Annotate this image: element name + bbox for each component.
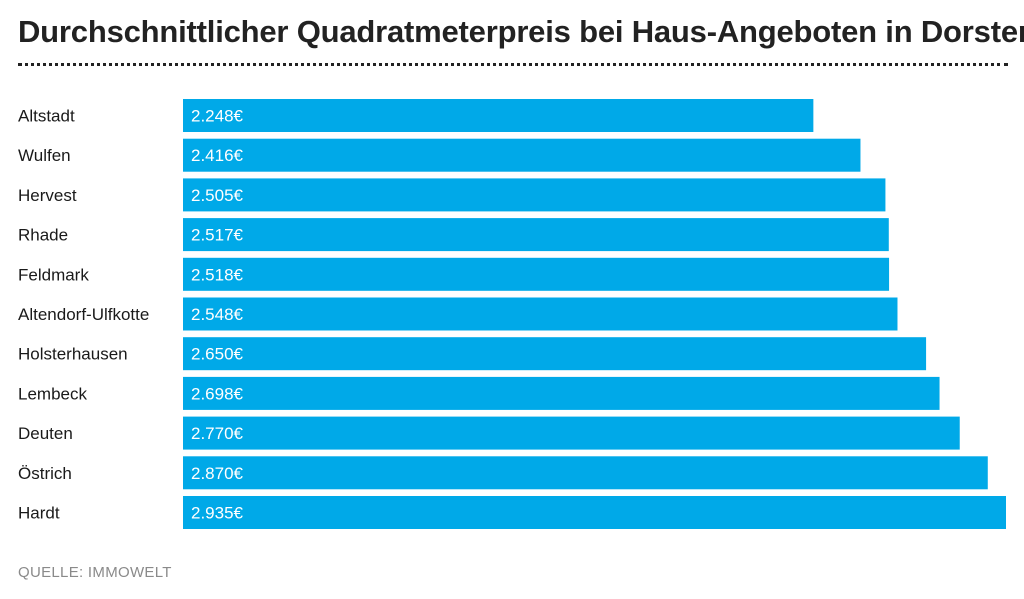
category-label: Wulfen	[18, 146, 71, 165]
source-note: QUELLE: IMMOWELT	[18, 564, 172, 581]
bar	[183, 496, 1006, 529]
bar	[183, 218, 889, 252]
value-label: 2.935€	[191, 504, 244, 523]
category-label: Altstadt	[18, 107, 75, 126]
bar	[183, 178, 886, 212]
bar	[183, 138, 861, 172]
bar	[183, 257, 890, 291]
chart-title: Durchschnittlicher Quadratmeterpreis bei…	[18, 14, 1024, 49]
category-label: Rhade	[18, 226, 68, 245]
bar	[183, 416, 960, 450]
bar	[183, 376, 940, 410]
category-label: Hardt	[18, 504, 60, 523]
bar	[183, 297, 898, 331]
category-label: Holsterhausen	[18, 345, 128, 364]
title-divider	[18, 63, 1008, 66]
bar	[183, 337, 927, 371]
category-label: Hervest	[18, 186, 77, 205]
category-label: Deuten	[18, 424, 73, 443]
value-label: 2.548€	[191, 305, 244, 324]
category-label: Lembeck	[18, 384, 87, 403]
value-label: 2.517€	[191, 226, 244, 245]
value-label: 2.505€	[191, 186, 244, 205]
value-label: 2.650€	[191, 345, 244, 364]
value-label: 2.416€	[191, 146, 244, 165]
value-label: 2.698€	[191, 384, 244, 403]
bar	[183, 456, 988, 490]
value-label: 2.870€	[191, 464, 244, 483]
bar	[183, 99, 814, 132]
value-label: 2.518€	[191, 265, 244, 284]
category-label: Feldmark	[18, 265, 89, 284]
category-label: Altendorf-Ulfkotte	[18, 305, 149, 324]
category-label: Östrich	[18, 464, 72, 483]
value-label: 2.248€	[191, 107, 244, 126]
value-label: 2.770€	[191, 424, 244, 443]
